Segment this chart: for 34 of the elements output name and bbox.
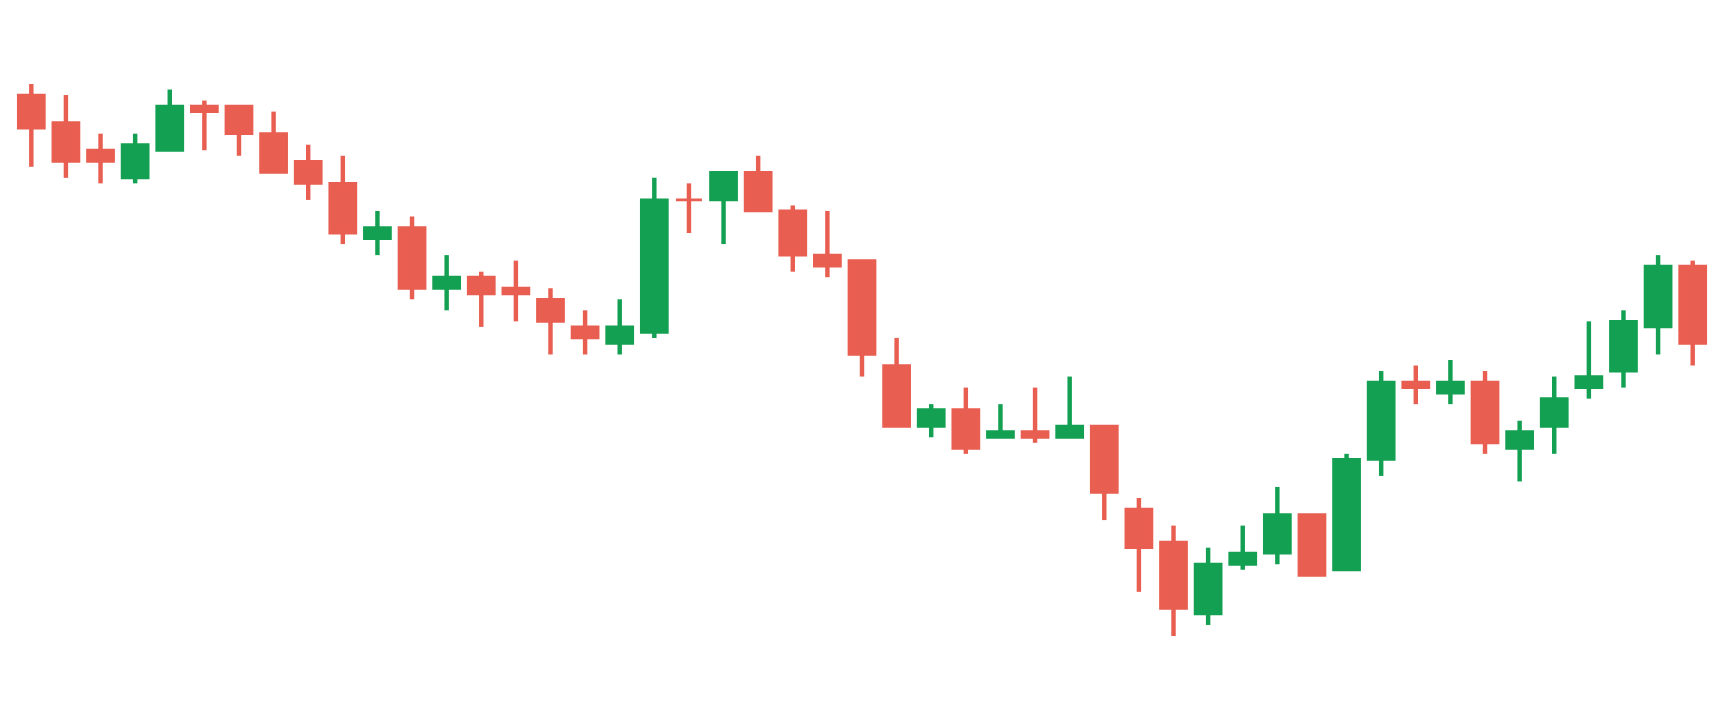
- candlestick: [1055, 374, 1085, 440]
- candlestick: [709, 170, 738, 247]
- candlestick: [605, 297, 635, 357]
- candlestick: [1539, 374, 1569, 457]
- candlestick: [51, 92, 81, 181]
- candlestick: [1262, 484, 1292, 567]
- candlestick: [259, 109, 288, 175]
- candlestick: [1401, 363, 1431, 407]
- candlestick: [190, 98, 219, 153]
- candlestick: [986, 401, 1015, 440]
- candlestick: [570, 308, 600, 357]
- candlestick: [916, 401, 946, 440]
- candlestick: [951, 385, 981, 457]
- candlestick: [1228, 523, 1258, 572]
- candlestick: [224, 103, 254, 158]
- candlestick: [120, 131, 150, 186]
- candlestick: [778, 203, 808, 274]
- candlestick: [293, 142, 323, 203]
- candlestick: [155, 87, 185, 153]
- candlestick: [743, 153, 773, 214]
- candlestick: [466, 269, 496, 330]
- candlestick: [16, 84, 46, 170]
- candlestick: [1020, 385, 1050, 446]
- candlestick: [501, 258, 531, 324]
- candlestick: [363, 208, 392, 258]
- candlestick: [674, 181, 704, 236]
- candlestick: [1124, 495, 1154, 595]
- candlestick: [86, 131, 115, 186]
- candlestick: [813, 208, 842, 280]
- candlestick: [1574, 319, 1604, 401]
- candlestick: [432, 252, 462, 313]
- candlestick: [536, 286, 565, 357]
- candlestick: [1436, 357, 1465, 407]
- candlestick: [1505, 418, 1534, 484]
